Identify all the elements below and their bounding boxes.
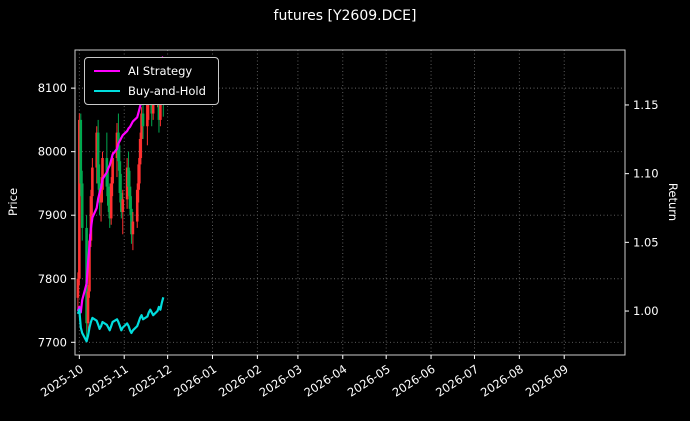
price-tick-label: 8100 <box>38 81 67 95</box>
x-tick-label: 2026-01 <box>171 362 219 400</box>
legend-label-ai-strategy: AI Strategy <box>128 64 193 78</box>
x-tick-label: 2025-11 <box>83 362 131 400</box>
line-series-1 <box>76 297 165 343</box>
return-tick-label: 1.10 <box>633 167 659 181</box>
candlestick-series <box>76 62 165 340</box>
x-tick-label: 2026-08 <box>478 362 526 400</box>
return-tick-label: 1.15 <box>633 98 659 112</box>
x-tick-label: 2026-02 <box>216 362 264 400</box>
x-tick-label: 2025-12 <box>126 362 174 400</box>
axis-ticks-and-labels: 7700 7800 7900 8000 8100 1.00 1.05 1.10 1.15 2025… <box>38 81 659 400</box>
price-tick-label: 7800 <box>38 272 67 286</box>
x-tick-label: 2025-10 <box>38 362 86 400</box>
plot-border <box>74 49 626 356</box>
price-tick-label: 8000 <box>38 145 67 159</box>
x-tick-label: 2026-05 <box>345 362 393 400</box>
x-tick-label: 2026-04 <box>301 362 349 400</box>
x-tick-label: 2026-09 <box>523 362 571 400</box>
legend-item-ai-strategy: AI Strategy <box>94 64 206 78</box>
x-tick-label: 2026-06 <box>390 362 438 400</box>
price-tick-label: 7700 <box>38 335 67 349</box>
x-tick-label: 2026-07 <box>433 362 481 400</box>
ai-strategy-line-swatch <box>94 70 120 72</box>
legend-label-buy-and-hold: Buy-and-Hold <box>128 84 206 98</box>
buy-and-hold-line-swatch <box>94 90 120 92</box>
price-tick-label: 7900 <box>38 208 67 222</box>
chart-title: futures [Y2609.DCE] <box>273 8 417 24</box>
return-tick-label: 1.00 <box>633 304 659 318</box>
legend: AI Strategy Buy-and-Hold <box>84 57 219 105</box>
x-tick-label: 2026-03 <box>257 362 305 400</box>
legend-item-buy-and-hold: Buy-and-Hold <box>94 84 206 98</box>
return-tick-label: 1.05 <box>633 235 659 249</box>
